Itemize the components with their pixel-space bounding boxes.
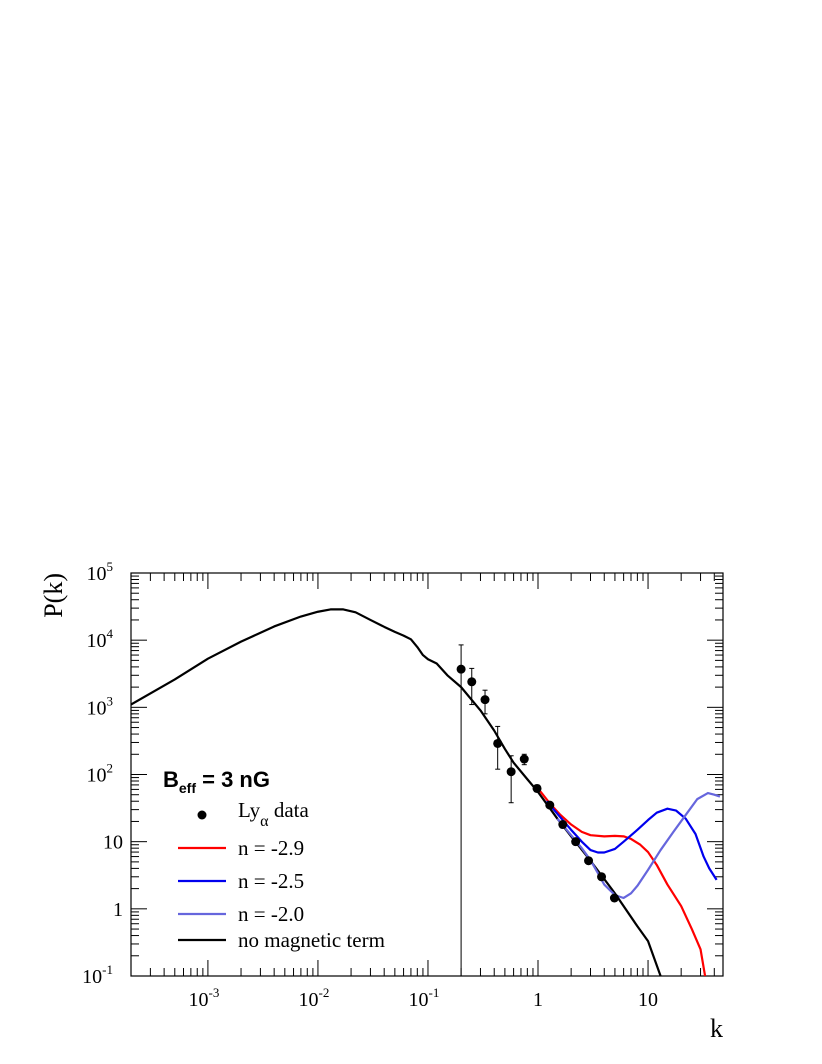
legend-label: no magnetic term — [238, 928, 385, 952]
legend-label-main: Ly — [238, 798, 261, 822]
data-point — [467, 677, 477, 687]
legend-marker — [197, 810, 207, 820]
tick-label-exponent: 4 — [107, 626, 114, 641]
tick-label-exponent: -2 — [319, 985, 330, 1000]
axis-ticks — [130, 572, 723, 977]
x-tick-label: 10 — [638, 989, 658, 1011]
legend-label: n = -2.0 — [238, 902, 304, 926]
x-tick-label: 10-1 — [409, 985, 440, 1011]
tick-label-exponent: 3 — [107, 693, 114, 708]
tick-label-base: 10 — [87, 765, 107, 787]
series-line-3 — [545, 800, 718, 881]
y-tick-label: 105 — [87, 559, 114, 585]
x-tick-label: 10-2 — [299, 985, 330, 1011]
data-points-layer — [456, 644, 619, 976]
y-tick-label: 103 — [87, 693, 114, 719]
data-point — [558, 820, 568, 830]
tick-label-base: 10 — [87, 697, 107, 719]
y-tick-label: 1 — [113, 899, 123, 921]
y-tick-label: 104 — [87, 626, 114, 652]
legend-title-subscript: eff — [179, 780, 196, 796]
tick-label-base: 10 — [409, 989, 429, 1011]
tick-label-base: 10 — [188, 989, 208, 1011]
data-point — [519, 754, 529, 764]
data-point — [532, 783, 542, 793]
data-point — [545, 800, 555, 810]
legend-title: Beff = 3 nG — [163, 767, 270, 796]
y-axis-label: P(k) — [39, 573, 68, 618]
tick-label-base: 10 — [87, 563, 107, 585]
y-tick-label: 10 — [103, 832, 123, 854]
tick-label-base: 10 — [638, 989, 658, 1011]
tick-label-base: 1 — [113, 899, 123, 921]
tick-label-base: 10 — [82, 966, 102, 988]
data-point — [609, 893, 619, 903]
series-line-4 — [556, 791, 721, 900]
data-point — [571, 837, 581, 847]
data-point — [506, 767, 516, 777]
legend-label-rest: data — [269, 798, 310, 822]
tick-label-exponent: -3 — [208, 985, 219, 1000]
series-line-1 — [131, 608, 662, 976]
tick-label-base: 1 — [533, 989, 543, 1011]
legend-label-subscript: α — [260, 813, 269, 830]
data-point — [597, 872, 607, 882]
tick-label-base: 10 — [299, 989, 319, 1011]
tick-label-exponent: 5 — [107, 559, 114, 574]
series-layer — [131, 608, 721, 976]
x-axis-label: k — [710, 1014, 723, 1043]
legend-title-rest: = 3 nG — [196, 767, 270, 792]
x-tick-label: 1 — [533, 989, 543, 1011]
legend-label: Lyα data — [238, 798, 309, 830]
tick-label-exponent: -1 — [429, 985, 440, 1000]
data-point — [456, 664, 466, 674]
legend-label: n = -2.9 — [238, 836, 304, 860]
data-point — [584, 856, 594, 866]
x-tick-label: 10-3 — [188, 985, 219, 1011]
series-line-2 — [537, 787, 707, 976]
tick-label-exponent: 2 — [107, 761, 114, 776]
tick-label-base: 10 — [103, 832, 123, 854]
tick-label-base: 10 — [87, 630, 107, 652]
data-point — [480, 695, 490, 705]
y-tick-label: 10-1 — [82, 962, 113, 988]
data-point — [493, 738, 503, 748]
legend-label: n = -2.5 — [238, 869, 304, 893]
tick-label-exponent: -1 — [102, 962, 113, 977]
legend-title-main: B — [163, 767, 179, 792]
y-tick-label: 102 — [87, 761, 114, 787]
